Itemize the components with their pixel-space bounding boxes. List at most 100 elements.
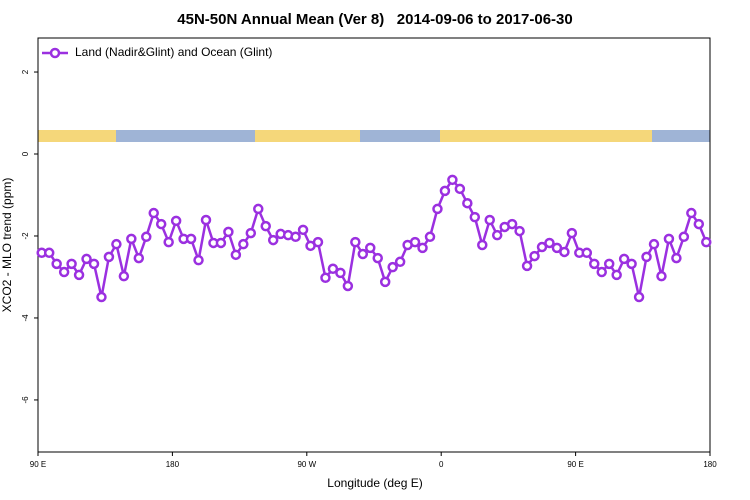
data-point — [648, 238, 660, 250]
data-point — [357, 248, 369, 260]
data-point — [633, 291, 645, 303]
y-tick-label: 0 — [21, 151, 30, 156]
data-point — [133, 252, 145, 264]
y-tick-label: -4 — [21, 314, 30, 322]
land-strip — [38, 130, 116, 142]
data-point — [365, 242, 376, 254]
x-axis-label: Longitude (deg E) — [327, 476, 422, 490]
data-point — [297, 224, 309, 236]
data-point — [126, 233, 137, 245]
legend-label: Land (Nadir&Glint) and Ocean (Glint) — [75, 45, 272, 59]
data-point — [656, 270, 667, 282]
data-point — [469, 211, 481, 223]
data-point — [589, 258, 600, 270]
data-point — [611, 269, 622, 281]
data-point — [693, 218, 705, 230]
data-point — [529, 250, 540, 262]
x-tick-label: 90 E — [30, 460, 46, 469]
data-point — [477, 239, 488, 251]
data-point — [514, 225, 525, 237]
data-point — [118, 270, 130, 282]
data-point — [663, 233, 675, 245]
data-point — [394, 256, 406, 268]
data-point — [81, 253, 92, 265]
x-tick-label: 90 W — [297, 460, 316, 469]
map-strip — [38, 130, 710, 142]
data-point — [260, 220, 271, 232]
data-point — [335, 267, 346, 279]
data-point — [43, 247, 55, 259]
legend: Land (Nadir&Glint) and Ocean (Glint) — [42, 45, 272, 59]
data-point — [566, 227, 578, 239]
data-point — [491, 229, 503, 241]
data-point — [372, 252, 383, 264]
data-point — [596, 266, 607, 278]
data-point — [88, 258, 100, 270]
data-point — [701, 236, 712, 248]
data-point — [686, 207, 697, 219]
x-tick-label: 90 E — [567, 460, 583, 469]
data-point — [200, 214, 212, 226]
data-point — [245, 227, 257, 239]
data-point — [312, 236, 324, 248]
data-point — [238, 238, 249, 250]
data-point — [51, 258, 62, 270]
data-point — [544, 237, 555, 249]
data-point — [141, 231, 152, 243]
y-tick-label: -2 — [21, 232, 30, 240]
data-point — [73, 269, 85, 281]
data-point — [379, 276, 391, 288]
data-point — [111, 238, 122, 250]
data-point — [417, 242, 428, 254]
data-point — [58, 266, 70, 278]
data-point — [96, 291, 107, 303]
data-point — [678, 231, 690, 243]
data-point — [424, 231, 436, 243]
data-point — [342, 280, 354, 292]
x-tick-label: 180 — [703, 460, 717, 469]
data-point — [193, 254, 204, 266]
data-point — [559, 246, 570, 258]
data-point — [163, 236, 174, 248]
data-point — [409, 236, 421, 248]
data-point — [350, 236, 361, 248]
land-strip — [255, 130, 360, 142]
data-point — [170, 215, 182, 227]
data-point — [66, 258, 77, 270]
data-point — [551, 242, 563, 254]
data-point — [454, 183, 466, 195]
data-point — [603, 258, 615, 270]
data-point — [290, 231, 301, 243]
data-point — [320, 272, 331, 284]
y-tick-label: 2 — [21, 69, 30, 74]
land-strip — [440, 130, 652, 142]
data-point — [618, 253, 630, 265]
x-tick-label: 180 — [166, 460, 180, 469]
data-point — [155, 218, 167, 230]
data-point — [671, 252, 682, 264]
data-point — [536, 241, 548, 253]
data-point — [626, 258, 637, 270]
data-point — [230, 249, 242, 261]
data-point — [506, 218, 518, 230]
data-point — [148, 207, 159, 219]
y-axis-label: XCO2 - MLO trend (ppm) — [0, 178, 14, 313]
legend-marker — [49, 47, 61, 59]
chart-title: 45N-50N Annual Mean (Ver 8) 2014-09-06 t… — [177, 11, 572, 28]
data-point — [447, 174, 458, 186]
data-point — [484, 214, 495, 226]
data-point — [103, 251, 115, 263]
data-point — [223, 226, 234, 238]
data-point — [215, 237, 227, 249]
data-point — [581, 247, 593, 259]
data-point — [267, 234, 279, 246]
data-point — [253, 203, 264, 215]
data-point — [462, 197, 473, 209]
y-tick-label: -6 — [21, 396, 30, 404]
data-point — [439, 185, 451, 197]
data-point — [432, 203, 443, 215]
data-point — [521, 260, 533, 272]
data-point — [185, 233, 197, 245]
data-point — [387, 261, 398, 273]
